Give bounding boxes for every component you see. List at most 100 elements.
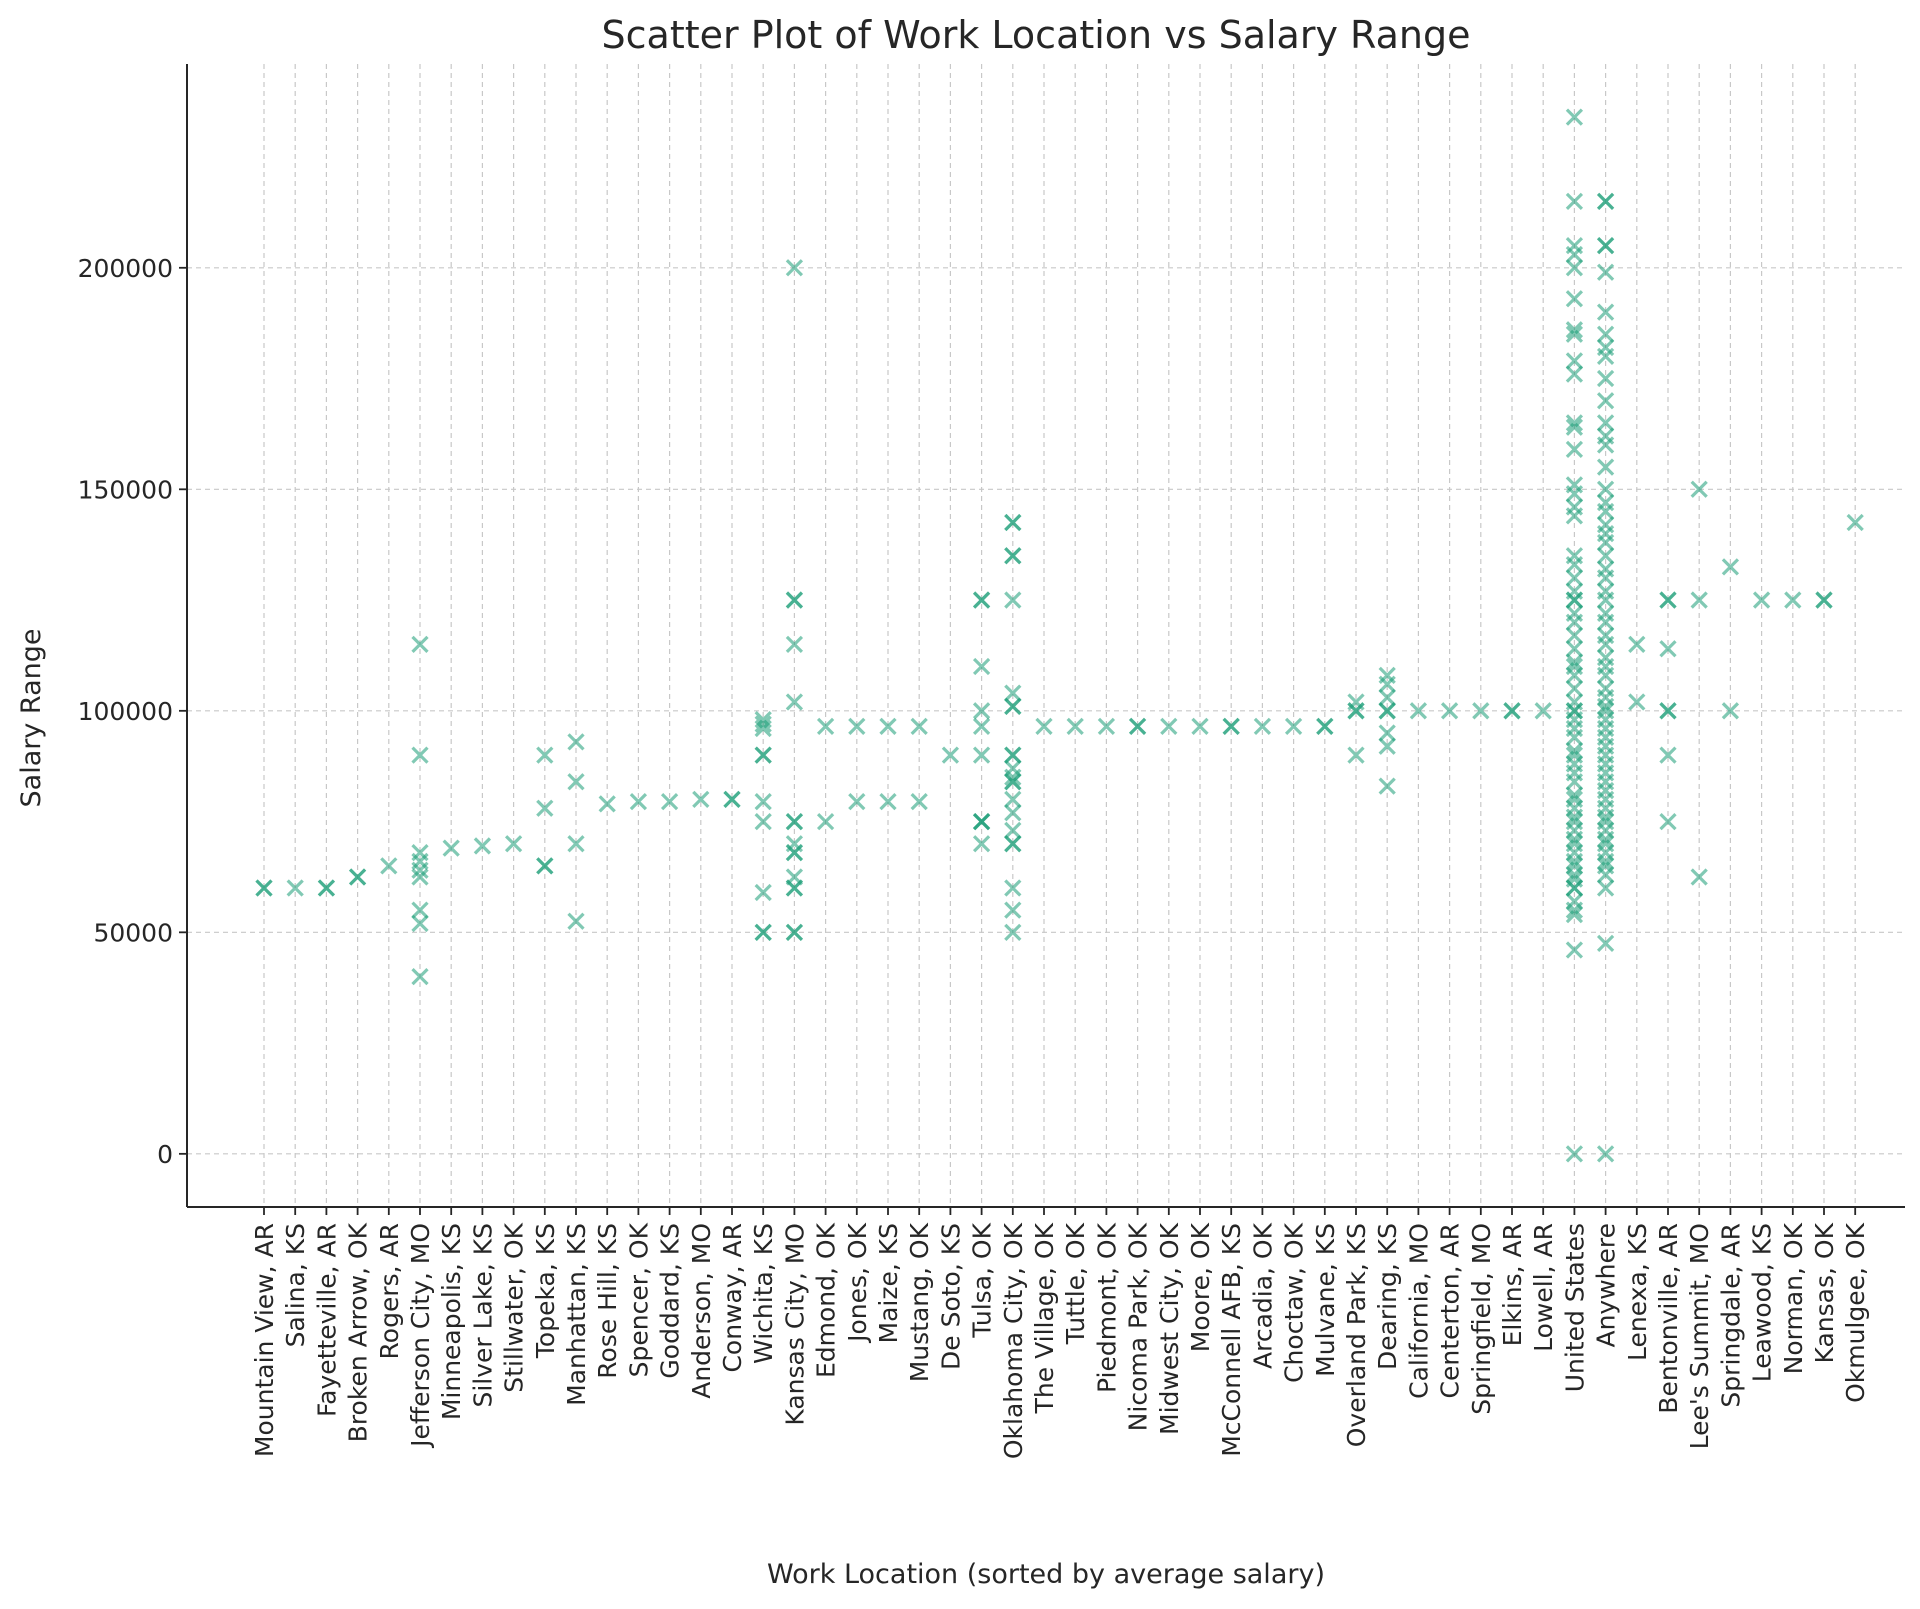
data-point: [816, 812, 835, 831]
x-tick-label: Silver Lake, KS: [468, 1223, 497, 1408]
data-point: [1565, 879, 1584, 897]
data-point: [1596, 666, 1615, 685]
data-point: [1596, 502, 1615, 521]
x-tick-label: Edmond, OK: [812, 1222, 841, 1378]
x-tick-label: Nicoma Park, OK: [1124, 1222, 1153, 1431]
x-tick-label: Wichita, KS: [749, 1223, 778, 1364]
data-point: [1565, 418, 1584, 436]
data-point: [1347, 702, 1365, 720]
data-point: [536, 746, 554, 764]
data-point: [1565, 591, 1584, 609]
data-point: [411, 914, 429, 933]
data-point: [1004, 901, 1022, 919]
data-point: [1596, 414, 1615, 432]
x-tick-label: Moore, OK: [1186, 1222, 1215, 1352]
data-point: [1316, 717, 1334, 735]
data-point: [1004, 835, 1022, 853]
data-point: [848, 793, 866, 811]
data-point: [723, 790, 741, 809]
x-tick-label: California, MO: [1404, 1223, 1433, 1399]
x-tick-label: Kansas, OK: [1810, 1222, 1839, 1363]
x-tick-label: Manhattan, KS: [562, 1223, 591, 1406]
x-axis-ticks: Mountain View, AR Salina, KS Fayetteville,…: [250, 1207, 1870, 1459]
x-tick-label: Lee's Summit, MO: [1685, 1223, 1714, 1449]
data-point: [504, 835, 523, 853]
x-axis-label: Work Location (sorted by average salary): [767, 1559, 1325, 1590]
data-point: [1565, 325, 1584, 343]
data-point: [660, 793, 679, 811]
data-point: [1565, 852, 1584, 871]
data-point: [1004, 684, 1022, 702]
data-point: [1690, 480, 1708, 498]
data-point: [567, 773, 585, 791]
x-tick-label: Tuttle, OK: [1061, 1222, 1090, 1345]
data-point: [1565, 786, 1584, 804]
x-tick-label: Springfield, MO: [1467, 1223, 1496, 1415]
data-point: [1004, 591, 1022, 609]
x-tick-label: Norman, OK: [1779, 1222, 1808, 1374]
data-point: [1565, 640, 1584, 658]
data-point: [692, 790, 710, 809]
data-point: [1659, 702, 1677, 720]
data-point: [1378, 702, 1396, 720]
data-point: [972, 717, 991, 735]
data-point: [1721, 702, 1740, 720]
data-point: [286, 879, 304, 897]
x-tick-label: Conway, AR: [718, 1223, 747, 1373]
data-point: [1596, 697, 1615, 716]
y-tick-label: 50000: [93, 918, 173, 947]
data-point: [1284, 717, 1303, 735]
data-point: [1596, 808, 1615, 826]
data-point: [785, 812, 804, 831]
data-point: [1004, 773, 1022, 791]
data-point: [1596, 547, 1615, 565]
data-point: [1596, 263, 1615, 281]
data-point: [1565, 905, 1584, 924]
data-point: [910, 717, 928, 735]
x-tick-label: Lenexa, KS: [1623, 1223, 1652, 1361]
data-point: [1565, 485, 1584, 503]
data-point: [1565, 507, 1584, 525]
data-point: [1596, 533, 1615, 552]
data-point: [1721, 558, 1740, 576]
x-tick-label: Choctaw, OK: [1280, 1222, 1309, 1382]
data-point: [1659, 591, 1677, 609]
data-point: [1565, 653, 1584, 671]
y-axis-ticks: 0 50000 100000 150000 200000: [78, 254, 187, 1169]
x-tick-label: Springdale, AR: [1716, 1223, 1745, 1408]
data-point: [754, 719, 772, 738]
data-point: [411, 868, 429, 886]
data-point: [1066, 717, 1084, 735]
data-point: [972, 657, 991, 676]
axes: [186, 64, 1905, 1208]
x-tick-label: Mountain View, AR: [250, 1223, 279, 1457]
data-point: [1565, 1145, 1584, 1163]
x-tick-label: Stillwater, OK: [500, 1222, 529, 1392]
data-point: [879, 793, 897, 811]
data-point: [1565, 259, 1584, 277]
data-point: [1160, 717, 1178, 735]
x-tick-label: Broken Arrow, OK: [344, 1222, 373, 1442]
data-point: [1596, 347, 1615, 366]
data-point: [1596, 613, 1615, 631]
x-tick-label: Maize, KS: [874, 1223, 903, 1344]
data-point: [1565, 728, 1584, 747]
data-point: [536, 857, 554, 875]
data-point: [941, 746, 960, 764]
data-point: [1565, 830, 1584, 848]
x-tick-label: Lowell, AR: [1529, 1223, 1558, 1352]
x-tick-label: United States: [1560, 1223, 1589, 1392]
data-point: [1815, 591, 1833, 609]
data-point: [255, 879, 273, 897]
data-point: [1565, 742, 1584, 760]
x-tick-label: Oklahoma City, OK: [999, 1222, 1028, 1459]
data-point: [1565, 569, 1584, 587]
data-point: [1784, 591, 1802, 609]
data-point: [785, 635, 804, 653]
data-point: [1347, 746, 1365, 764]
data-point: [1628, 693, 1646, 711]
data-point: [1659, 640, 1677, 658]
data-point: [1004, 768, 1022, 786]
data-point: [411, 635, 429, 653]
x-tick-label: Okmulgee, OK: [1841, 1222, 1870, 1403]
